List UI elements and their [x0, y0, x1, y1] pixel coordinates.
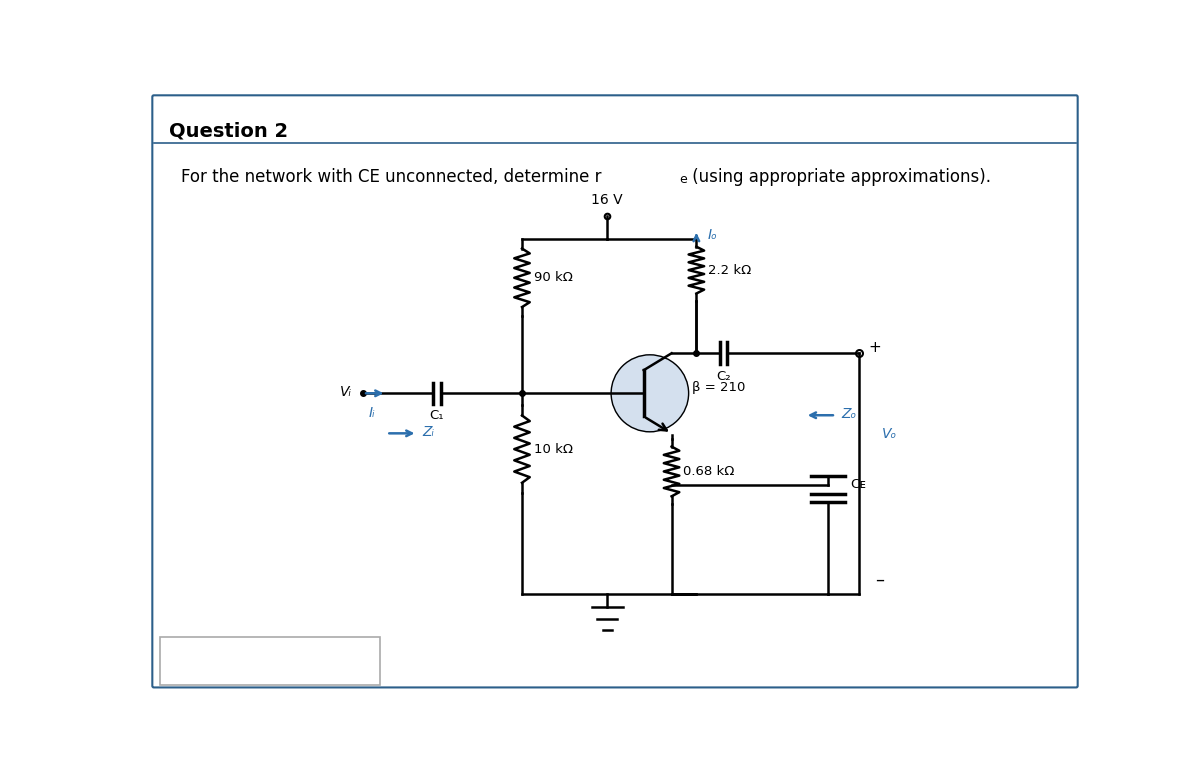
Text: Cᴇ: Cᴇ [850, 478, 865, 491]
Text: Vₒ: Vₒ [882, 428, 898, 442]
Text: +: + [869, 339, 881, 355]
Text: For the network with CE unconnected, determine r: For the network with CE unconnected, det… [181, 167, 601, 186]
Text: Vᵢ: Vᵢ [340, 384, 352, 399]
Text: 2.2 kΩ: 2.2 kΩ [708, 264, 751, 277]
Text: C₁: C₁ [430, 408, 444, 422]
Text: C₂: C₂ [716, 370, 731, 383]
FancyBboxPatch shape [152, 95, 1078, 687]
Text: Question 2: Question 2 [169, 122, 288, 140]
Text: Iₒ: Iₒ [708, 229, 718, 243]
Text: 10 kΩ: 10 kΩ [534, 443, 572, 456]
Text: 0.68 kΩ: 0.68 kΩ [683, 465, 734, 478]
Text: Zᵢ: Zᵢ [422, 425, 434, 439]
Text: 90 kΩ: 90 kΩ [534, 271, 572, 284]
Text: Iᵢ: Iᵢ [368, 406, 376, 420]
Text: (using appropriate approximations).: (using appropriate approximations). [688, 167, 991, 186]
Text: e: e [679, 173, 686, 186]
Text: Zₒ: Zₒ [841, 407, 857, 421]
Text: β = 210: β = 210 [692, 381, 746, 394]
Text: –: – [875, 570, 883, 589]
Text: 16 V: 16 V [592, 193, 623, 207]
FancyBboxPatch shape [160, 637, 380, 685]
Circle shape [611, 355, 689, 432]
